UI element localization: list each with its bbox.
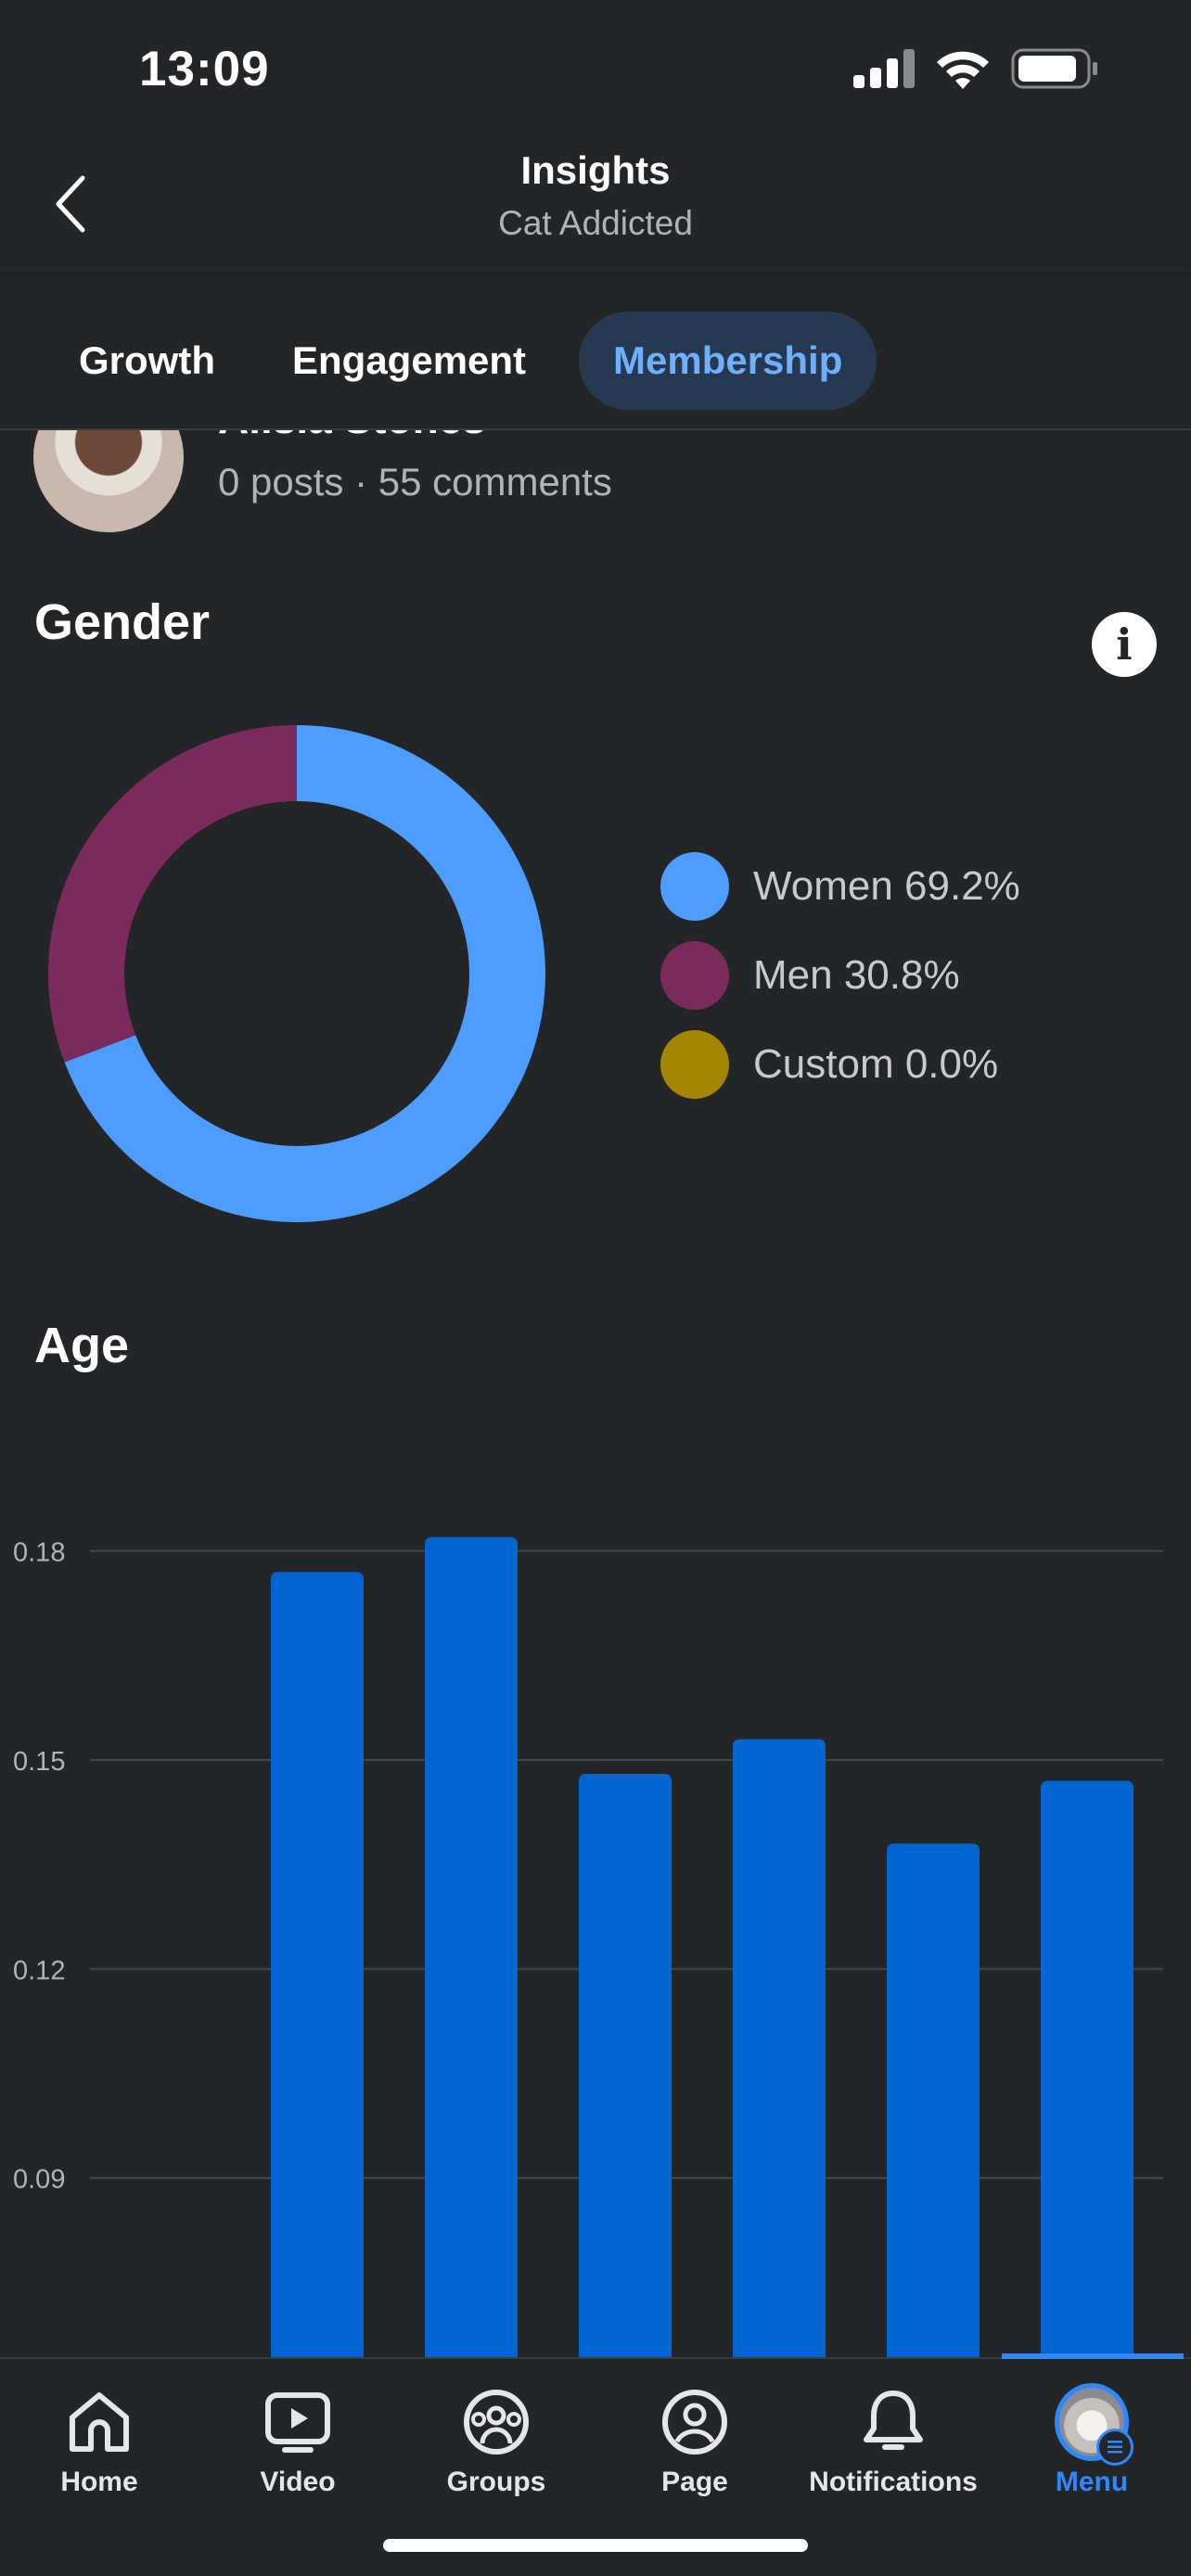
nav-page[interactable]: Page xyxy=(596,2385,794,2515)
y-tick-label: 0.15 xyxy=(13,1747,65,1777)
hamburger-icon xyxy=(1096,2429,1133,2466)
home-indicator xyxy=(383,2539,808,2552)
y-tick-label: 0.09 xyxy=(13,2165,65,2195)
nav-label: Notifications xyxy=(809,2467,978,2497)
header: Insights Cat Addicted xyxy=(0,139,1191,274)
gender-title: Gender xyxy=(34,594,211,650)
legend-swatch xyxy=(660,852,729,921)
nav-label: Menu xyxy=(1055,2467,1129,2497)
age-bar[interactable] xyxy=(887,1843,980,2359)
page-subtitle: Cat Addicted xyxy=(498,204,693,242)
wifi-icon xyxy=(937,51,989,89)
groups-icon xyxy=(459,2385,533,2459)
bell-icon xyxy=(856,2385,930,2459)
chevron-left-icon xyxy=(56,175,85,233)
legend-label: Women 69.2% xyxy=(753,863,1020,909)
avatar xyxy=(1055,2383,1133,2466)
member-stats: 0 posts · 55 comments xyxy=(218,460,612,504)
home-icon xyxy=(62,2385,136,2459)
tab-bar: Growth Engagement Membership xyxy=(0,274,1191,430)
page-title: Insights xyxy=(520,148,671,192)
y-tick-label: 0.12 xyxy=(13,1956,65,1985)
info-icon[interactable]: i xyxy=(1092,612,1157,677)
battery-icon xyxy=(1011,48,1097,89)
status-bar: 13:09 xyxy=(0,0,1191,139)
nav-label: Page xyxy=(661,2467,728,2497)
tab-growth[interactable]: Growth xyxy=(79,338,215,382)
nav-notifications[interactable]: Notifications xyxy=(794,2385,992,2515)
gender-legend: Women 69.2% Men 30.8% Custom 0.0% xyxy=(660,842,1020,1109)
age-bar[interactable] xyxy=(1041,1780,1133,2359)
video-icon xyxy=(261,2385,335,2459)
legend-swatch xyxy=(660,941,729,1010)
signal-icon xyxy=(853,49,915,88)
y-tick-label: 0.18 xyxy=(13,1538,65,1568)
nav-label: Groups xyxy=(446,2467,546,2497)
nav-label: Home xyxy=(60,2467,138,2497)
menu-avatar-icon xyxy=(1055,2383,1133,2466)
donut-slice-men xyxy=(48,725,298,1063)
back-button[interactable] xyxy=(37,167,102,241)
donut-slice-women xyxy=(64,725,545,1222)
nav-home[interactable]: Home xyxy=(0,2385,198,2515)
age-bar[interactable] xyxy=(271,1572,364,2359)
legend-label: Men 30.8% xyxy=(753,952,960,998)
nav-groups[interactable]: Groups xyxy=(397,2385,596,2515)
gender-donut-chart xyxy=(48,725,545,1222)
age-bar[interactable] xyxy=(733,1739,826,2359)
status-icons xyxy=(853,48,1098,89)
legend-item-men: Men 30.8% xyxy=(660,931,1020,1020)
nav-label: Video xyxy=(260,2467,336,2497)
page-icon xyxy=(658,2385,732,2459)
legend-label: Custom 0.0% xyxy=(753,1041,999,1087)
nav-video[interactable]: Video xyxy=(198,2385,397,2515)
legend-swatch xyxy=(660,1030,729,1099)
status-time: 13:09 xyxy=(139,42,270,96)
list-item[interactable]: Alisia Stones 0 posts · 55 comments xyxy=(0,430,1191,532)
age-title: Age xyxy=(34,1318,130,1373)
age-bar[interactable] xyxy=(425,1537,518,2359)
age-bar-chart: 0.18 0.15 0.12 0.09 xyxy=(13,1537,1163,2359)
tab-membership[interactable]: Membership xyxy=(579,312,877,410)
legend-item-custom: Custom 0.0% xyxy=(660,1020,1020,1109)
age-bar[interactable] xyxy=(579,1774,672,2359)
tab-engagement[interactable]: Engagement xyxy=(292,338,527,382)
legend-item-women: Women 69.2% xyxy=(660,842,1020,931)
nav-menu[interactable]: Menu xyxy=(992,2383,1191,2515)
active-tab-indicator xyxy=(1002,2353,1184,2359)
member-name: Alisia Stones xyxy=(218,430,486,443)
avatar xyxy=(33,430,184,532)
